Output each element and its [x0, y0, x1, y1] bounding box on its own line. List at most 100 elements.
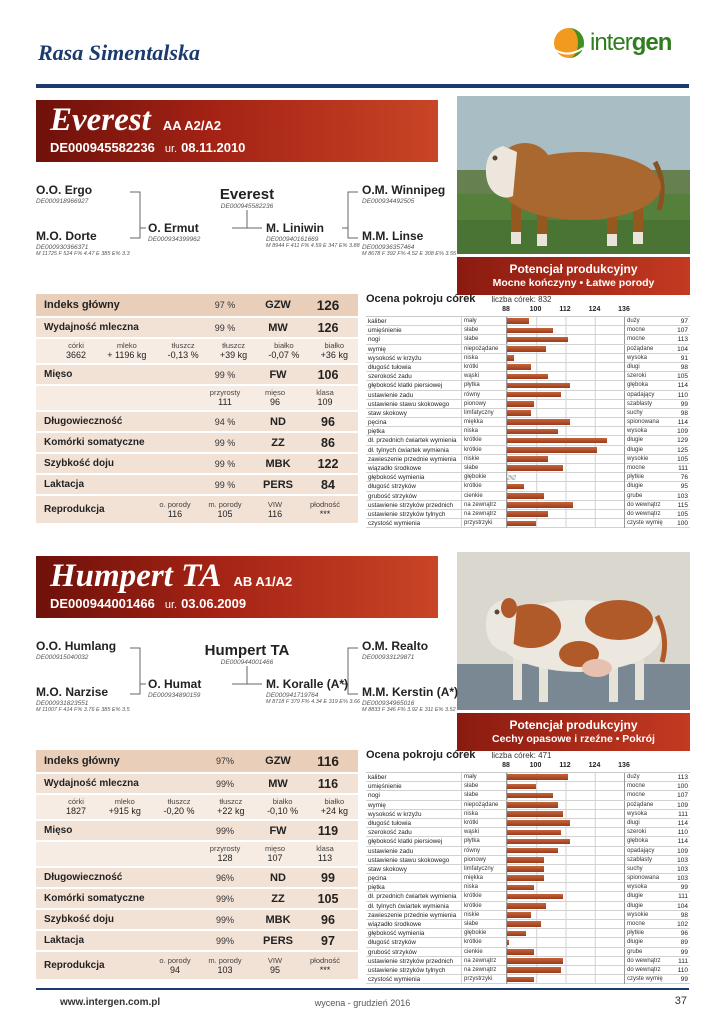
- bull-genotype: AB A1/A2: [233, 574, 293, 589]
- index-value: 116: [317, 776, 339, 791]
- trait-value: 96: [680, 930, 688, 938]
- trait-bar-area: [506, 956, 624, 966]
- pedigree: O.O. Ergo DE000918966927 M.O. Dorte DE00…: [36, 183, 456, 284]
- trait-row: głębokość klatki piersiowej płytka głęboka…: [366, 837, 690, 847]
- trait-value: 111: [678, 810, 688, 818]
- trait-low-label: miękka: [461, 874, 506, 884]
- index-label: Szybkość doju: [44, 458, 115, 469]
- trait-name: dł. tylnych ćwiartek wymienia: [368, 446, 449, 454]
- trait-row: ustawienie strzyków przednich na zewnątrz…: [366, 956, 690, 966]
- logo-text: intergen: [590, 29, 672, 57]
- trait-row: piętka niska wysoka 109: [366, 427, 690, 437]
- trait-high-label: mocne: [624, 920, 669, 929]
- ped-name-text: Everest: [219, 186, 275, 203]
- trait-bar: [507, 520, 537, 527]
- ped-name: M.O. Narzise: [36, 685, 130, 700]
- trait-bar-area: [506, 782, 624, 792]
- trait-low-label: cienkie: [461, 947, 506, 957]
- trait-high-label: wysoka: [624, 427, 669, 437]
- trait-low-label: krótkie: [461, 482, 506, 492]
- trait-bar-area: [506, 482, 624, 492]
- trait-bar-area: [506, 372, 624, 382]
- trait-name: pęcina: [368, 419, 387, 427]
- subcell-label: płodność: [309, 499, 341, 509]
- trait-bar: [507, 801, 559, 808]
- trait-value: 110: [677, 391, 688, 399]
- birth-date: 03.06.2009: [181, 596, 247, 611]
- scale-tick: 124: [588, 762, 601, 769]
- subcell-label: tłuszcz: [222, 341, 245, 351]
- footer-page-number: 37: [674, 995, 687, 1007]
- trait-row: ustawienie stawu skokowego pionowy szablas…: [366, 399, 690, 409]
- bull-photo-illustration: [457, 552, 690, 710]
- trait-bar: [507, 474, 516, 481]
- banner-name-line: Everest AA A2/A2: [50, 104, 424, 137]
- index-subcell: klasa 113: [300, 844, 350, 864]
- trait-low-label: głębokie: [461, 473, 506, 483]
- trait-bar: [507, 893, 564, 900]
- trait-name: długość tułowia: [368, 819, 412, 827]
- subcell-label: przyrosty: [209, 844, 241, 854]
- trait-bar-area: [506, 473, 624, 483]
- trait-low-label: pionowy: [461, 399, 506, 409]
- subcell-value: +36 kg: [320, 350, 348, 361]
- index-reliability: 99%: [215, 893, 234, 904]
- pedigree-maternal-granddam: M.M. Linse DE000936357464 M 8678 F 392 F…: [362, 229, 456, 258]
- trait-bar: [507, 410, 532, 416]
- trait-bar: [507, 327, 554, 334]
- index-value: 119: [317, 823, 339, 838]
- footer-issue: wycena - grudzień 2016: [314, 998, 411, 1008]
- trait-low-label: słabe: [461, 920, 506, 929]
- chart-header: Ocena pokroju córek liczba córek: 471: [366, 749, 690, 762]
- index-row: Szybkość doju 99 % MBK 122: [36, 454, 358, 473]
- pedigree-sire: O. Ermut DE000934399962: [148, 221, 200, 243]
- trait-bar-area: [506, 509, 624, 519]
- ped-name: M.M. Linse: [362, 229, 456, 244]
- ped-id: DE000945582236: [220, 203, 274, 211]
- trait-bar: [507, 456, 549, 462]
- index-label: Laktacja: [44, 935, 85, 946]
- index-reliability: 97%: [215, 756, 234, 766]
- trait-value: 95: [680, 483, 688, 491]
- trait-name: dł. przednich ćwiartek wymienia: [368, 437, 457, 445]
- index-header-row: Indeks główny 97 % GZW 126: [36, 294, 358, 316]
- trait-bar-area: [506, 818, 624, 828]
- index-row: Laktacja 99 % PERS 84: [36, 475, 358, 494]
- trait-name: głębokość klatki piersiowej: [368, 838, 443, 846]
- trait-high-label: wysoka: [624, 883, 669, 893]
- trait-bar: [507, 939, 510, 946]
- trait-high-label: płytkie: [624, 929, 669, 939]
- trait-bar: [507, 866, 544, 872]
- subcell-label: VIW: [267, 955, 283, 965]
- subcell-value: 128: [217, 853, 233, 864]
- trait-bar: [507, 829, 561, 836]
- index-label: Komórki somatyczne: [44, 437, 145, 448]
- trait-row: dł. tylnych ćwiartek wymienia krótkie dług…: [366, 445, 690, 455]
- trait-value: 125: [677, 446, 688, 454]
- trait-row: zawieszenie przednie wymienia niskie wysok…: [366, 454, 690, 464]
- index-row: Wydajność mleczna 99% MW 116: [36, 774, 358, 793]
- pedigree-sire: O. Humat DE000934890159: [148, 677, 202, 699]
- bull-name: Everest: [50, 102, 151, 138]
- trait-bar-area: [506, 800, 624, 810]
- subcell-label: białko: [272, 797, 293, 807]
- ped-stats: M 8833 F 346 F% 3.92 E 311 E% 3.52: [362, 707, 456, 714]
- trait-bar-area: [506, 445, 624, 455]
- ped-label: O.O.: [36, 639, 62, 653]
- index-value: 106: [317, 367, 339, 382]
- banner-id-line: DE000945582236 ur. 08.11.2010: [50, 140, 424, 155]
- index-reliability: 99%: [215, 914, 234, 925]
- index-label: Komórki somatyczne: [44, 893, 145, 904]
- subcell-value: 103: [217, 964, 233, 975]
- ped-name-text: Ergo: [64, 183, 93, 197]
- index-subcell: klasa 109: [300, 388, 350, 408]
- trait-row: piętka niska wysoka 99: [366, 883, 690, 893]
- trait-value: 103: [677, 492, 688, 500]
- trait-bar: [507, 774, 568, 780]
- ped-name: O. Ermut: [148, 221, 200, 236]
- ped-name-text: Humat: [164, 677, 202, 691]
- trait-bar: [507, 373, 549, 380]
- trait-high-label: długie: [624, 901, 669, 911]
- trait-bar: [507, 382, 571, 389]
- trait-low-label: równy: [461, 846, 506, 856]
